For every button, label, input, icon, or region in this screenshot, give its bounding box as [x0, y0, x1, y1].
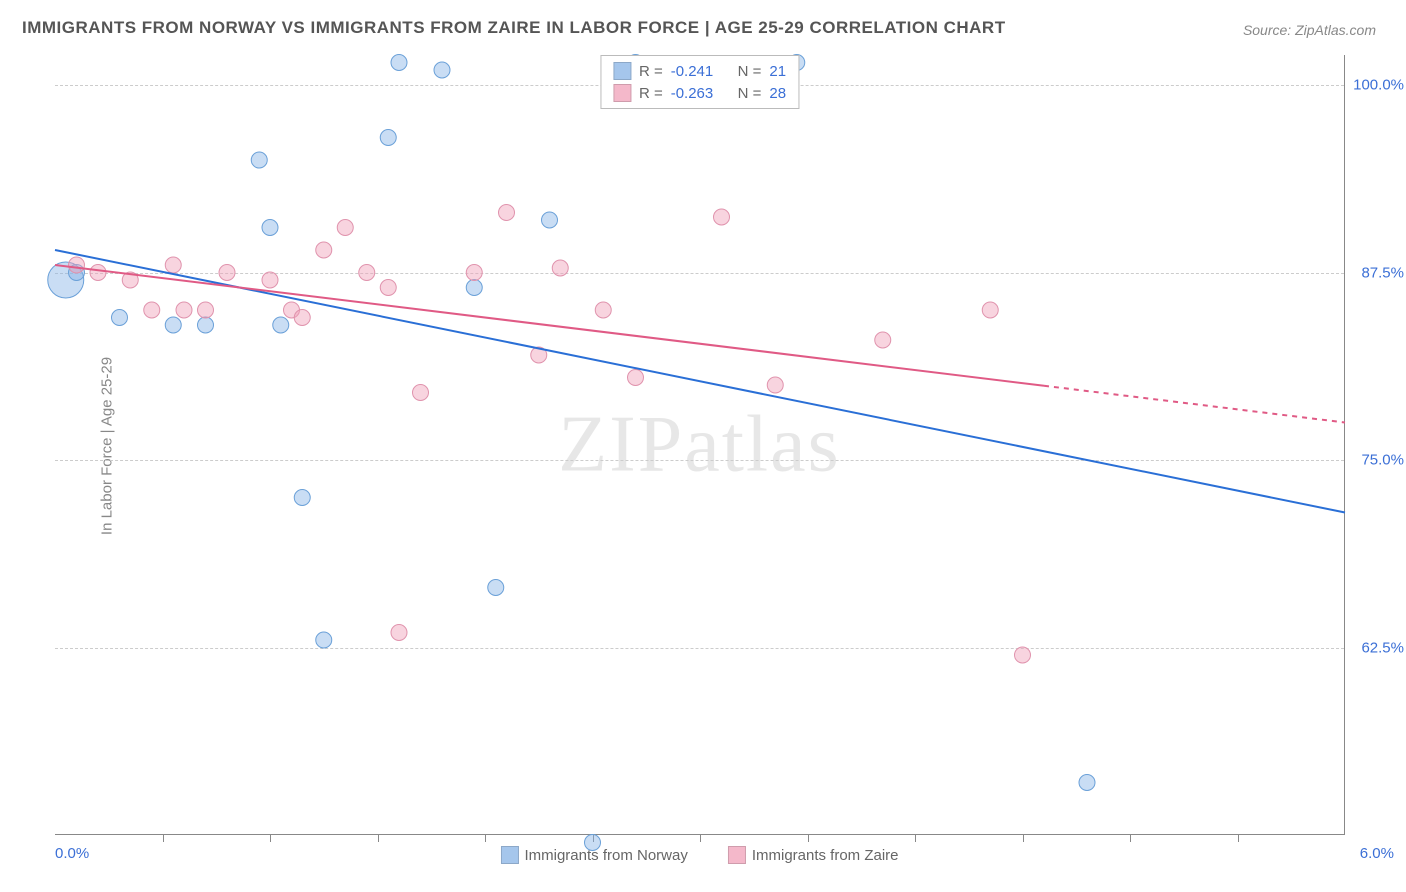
plot-area: ZIPatlas 62.5%75.0%87.5%100.0% R = -0.24… [55, 55, 1345, 835]
source-label: Source: [1243, 22, 1295, 38]
scatter-point [380, 130, 396, 146]
scatter-point [165, 317, 181, 333]
x-axis-min-label: 0.0% [55, 845, 89, 862]
scatter-point [542, 212, 558, 228]
scatter-point [198, 302, 214, 318]
scatter-point [434, 62, 450, 78]
trend-line-dashed [1044, 386, 1345, 423]
scatter-point [552, 260, 568, 276]
scatter-point [273, 317, 289, 333]
scatter-point [595, 302, 611, 318]
scatter-point [90, 265, 106, 281]
scatter-point [391, 625, 407, 641]
r-label: R = [639, 85, 663, 102]
n-label: N = [738, 63, 762, 80]
y-tick-label: 100.0% [1349, 77, 1404, 94]
scatter-point [294, 310, 310, 326]
scatter-point [391, 55, 407, 71]
source-name: ZipAtlas.com [1295, 22, 1376, 38]
x-tick [915, 834, 916, 842]
legend-item-norway: Immigrants from Norway [500, 846, 687, 864]
scatter-point [875, 332, 891, 348]
r-label: R = [639, 63, 663, 80]
scatter-point [488, 580, 504, 596]
correlation-legend: R = -0.241 N = 21 R = -0.263 N = 28 [600, 55, 799, 109]
legend-swatch-norway [613, 62, 631, 80]
scatter-point [380, 280, 396, 296]
r-value-zaire: -0.263 [671, 85, 714, 102]
n-value-norway: 21 [769, 63, 786, 80]
chart-title: IMMIGRANTS FROM NORWAY VS IMMIGRANTS FRO… [22, 18, 1006, 38]
source-attribution: Source: ZipAtlas.com [1243, 22, 1376, 38]
scatter-point [466, 280, 482, 296]
scatter-point [982, 302, 998, 318]
x-tick [1130, 834, 1131, 842]
scatter-point [251, 152, 267, 168]
legend-item-zaire: Immigrants from Zaire [728, 846, 899, 864]
y-tick-label: 62.5% [1349, 639, 1404, 656]
x-tick [378, 834, 379, 842]
scatter-point [714, 209, 730, 225]
scatter-point [316, 242, 332, 258]
scatter-point [176, 302, 192, 318]
scatter-point [316, 632, 332, 648]
scatter-point [767, 377, 783, 393]
scatter-point [144, 302, 160, 318]
scatter-point [69, 257, 85, 273]
x-tick [808, 834, 809, 842]
r-value-norway: -0.241 [671, 63, 714, 80]
correlation-legend-row-1: R = -0.241 N = 21 [613, 60, 786, 82]
legend-swatch-norway [500, 846, 518, 864]
chart-svg [55, 55, 1344, 834]
scatter-point [466, 265, 482, 281]
n-label: N = [738, 85, 762, 102]
scatter-point [198, 317, 214, 333]
x-tick [700, 834, 701, 842]
scatter-point [413, 385, 429, 401]
scatter-point [165, 257, 181, 273]
scatter-point [628, 370, 644, 386]
y-tick-label: 87.5% [1349, 264, 1404, 281]
scatter-point [262, 272, 278, 288]
legend-swatch-zaire [728, 846, 746, 864]
x-tick [1023, 834, 1024, 842]
scatter-point [337, 220, 353, 236]
series-legend: Immigrants from Norway Immigrants from Z… [500, 846, 898, 864]
x-tick [485, 834, 486, 842]
scatter-point [499, 205, 515, 221]
legend-label-norway: Immigrants from Norway [524, 847, 687, 864]
y-tick-label: 75.0% [1349, 452, 1404, 469]
scatter-point [1079, 775, 1095, 791]
legend-swatch-zaire [613, 84, 631, 102]
scatter-point [359, 265, 375, 281]
scatter-point [262, 220, 278, 236]
x-tick [163, 834, 164, 842]
x-tick [1238, 834, 1239, 842]
correlation-legend-row-2: R = -0.263 N = 28 [613, 82, 786, 104]
scatter-point [294, 490, 310, 506]
n-value-zaire: 28 [769, 85, 786, 102]
x-axis-max-label: 6.0% [1360, 845, 1394, 862]
x-tick [270, 834, 271, 842]
scatter-point [112, 310, 128, 326]
scatter-point [219, 265, 235, 281]
scatter-point [1015, 647, 1031, 663]
legend-label-zaire: Immigrants from Zaire [752, 847, 899, 864]
